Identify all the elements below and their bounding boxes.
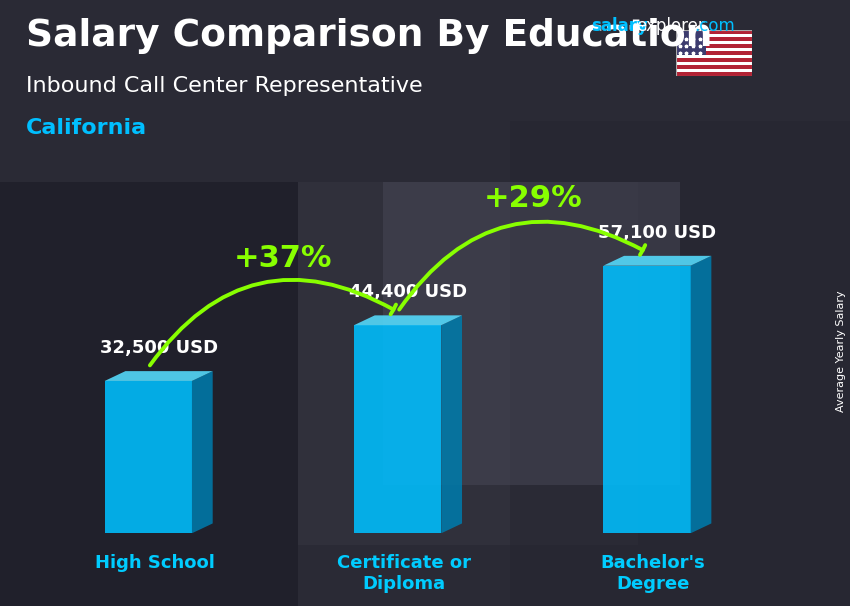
Polygon shape	[354, 315, 462, 325]
Bar	[676, 72, 752, 76]
Text: +37%: +37%	[234, 244, 332, 273]
Polygon shape	[604, 265, 690, 533]
Polygon shape	[690, 256, 711, 533]
Polygon shape	[354, 325, 441, 533]
Text: 44,400 USD: 44,400 USD	[349, 283, 467, 301]
Text: Bachelor's
Degree: Bachelor's Degree	[601, 554, 705, 593]
Text: Inbound Call Center Representative: Inbound Call Center Representative	[26, 76, 422, 96]
Polygon shape	[105, 381, 192, 533]
Bar	[676, 41, 752, 44]
Text: Certificate or
Diploma: Certificate or Diploma	[337, 554, 471, 593]
Bar	[382, 182, 680, 485]
Text: salary: salary	[591, 17, 648, 35]
Bar	[676, 38, 752, 41]
Bar	[676, 62, 752, 65]
Polygon shape	[105, 371, 212, 381]
Polygon shape	[604, 256, 711, 265]
Bar	[676, 48, 752, 52]
Bar	[0, 182, 298, 606]
Text: Average Yearly Salary: Average Yearly Salary	[836, 291, 846, 412]
Bar	[676, 68, 752, 72]
Text: California: California	[26, 118, 146, 138]
Text: 57,100 USD: 57,100 USD	[598, 224, 717, 242]
Bar	[676, 30, 752, 34]
Bar	[676, 65, 752, 68]
Text: +29%: +29%	[484, 184, 582, 213]
Bar	[676, 30, 706, 55]
Bar	[298, 182, 638, 545]
Text: Salary Comparison By Education: Salary Comparison By Education	[26, 18, 711, 54]
Bar	[676, 34, 752, 38]
Bar	[676, 52, 752, 55]
Polygon shape	[192, 371, 212, 533]
Bar	[676, 58, 752, 62]
Bar	[676, 55, 752, 58]
Text: explorer: explorer	[636, 17, 705, 35]
Polygon shape	[441, 315, 462, 533]
Text: High School: High School	[94, 554, 214, 573]
Text: 32,500 USD: 32,500 USD	[99, 339, 218, 357]
Text: .com: .com	[694, 17, 735, 35]
Bar	[510, 121, 850, 606]
Bar	[676, 44, 752, 48]
